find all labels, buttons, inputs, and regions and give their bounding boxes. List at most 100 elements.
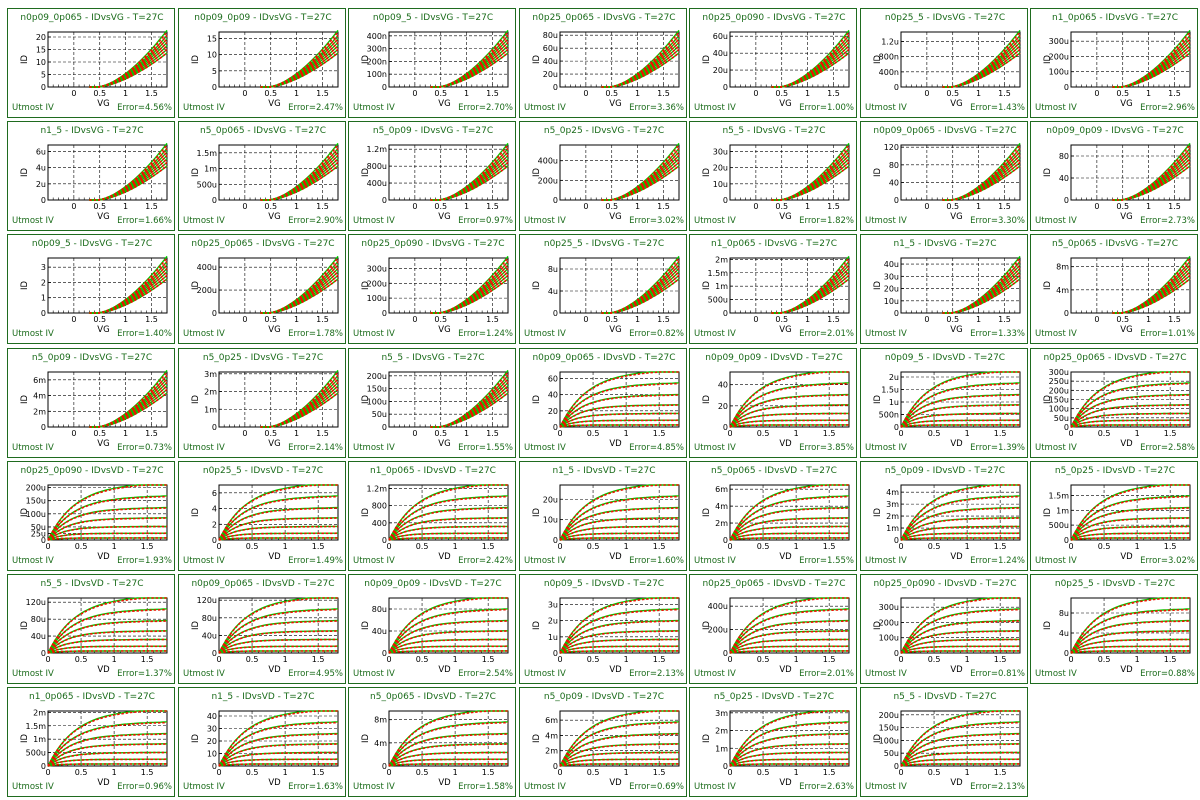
- model-curve: [559, 371, 679, 428]
- x-tick-label: 0: [557, 655, 562, 664]
- x-tick-label: 0.5: [93, 202, 106, 211]
- model-curve: [1070, 484, 1190, 541]
- x-tick-label: 1.5: [486, 315, 499, 324]
- tool-label: Utmost IV: [353, 329, 395, 339]
- y-tick-label: 40: [889, 178, 899, 187]
- y-tick-label: 150u: [879, 724, 899, 733]
- model-curve: [388, 758, 509, 767]
- model-curve: [559, 650, 679, 654]
- y-tick-label: 100u: [1049, 68, 1069, 77]
- chart-panel: n5_0p09 - IDvsVD - T=27C Utmost IV Error=1…: [860, 461, 1028, 571]
- model-curve: [559, 645, 680, 654]
- y-tick-label: 3m: [886, 500, 899, 509]
- model-curve: [900, 412, 1020, 428]
- y-tick-label: 200u: [1049, 386, 1069, 395]
- tool-label: Utmost IV: [353, 782, 395, 792]
- x-tick-label: 0: [386, 655, 391, 664]
- curves: [771, 29, 850, 88]
- y-tick-label: 4m: [545, 731, 558, 740]
- y-tick-label: 0: [212, 83, 217, 92]
- error-label: Error=3.30%: [970, 216, 1025, 226]
- model-curve: [729, 645, 850, 654]
- model-curve: [729, 710, 849, 767]
- chart-svg: n0p25_0p090 - IDvsVG - T=27C Utmost IV Err…: [694, 13, 854, 113]
- x-tick-label: 1.5: [141, 768, 154, 777]
- chart-panel: n0p25_0p090 - IDvsVG - T=27C Utmost IV Err…: [348, 234, 516, 344]
- x-tick-label: 1.5: [994, 542, 1007, 551]
- x-tick-label: 0: [753, 315, 758, 324]
- model-curve: [47, 751, 167, 767]
- y-tick-label: 0: [723, 196, 728, 205]
- x-tick-label: 1: [283, 655, 288, 664]
- curves: [260, 369, 339, 428]
- x-tick-label: 1: [624, 542, 629, 551]
- curves: [89, 369, 168, 428]
- x-tick-label: 1: [1146, 202, 1151, 211]
- y-axis-label: ID: [20, 281, 30, 291]
- y-tick-label: 50u: [31, 523, 46, 532]
- model-curve: [559, 394, 679, 428]
- x-tick-label: 1: [283, 542, 288, 551]
- y-axis-label: ID: [532, 281, 542, 291]
- curves: [89, 255, 168, 314]
- error-label: Error=0.97%: [458, 216, 513, 226]
- x-tick-label: 1: [805, 202, 810, 211]
- y-tick-label: 0: [212, 196, 217, 205]
- chart-svg: n5_5 - IDvsVG - T=27C Utmost IV Error=1.82…: [694, 126, 854, 226]
- x-tick-label: 1.5: [827, 202, 840, 211]
- curves: [1112, 255, 1191, 314]
- chart-panel: n5_0p09 - IDvsVG - T=27C Utmost IV Error=0…: [7, 348, 175, 458]
- chart-title: n0p09_0p09 - IDvsVD - T=27C: [705, 353, 842, 363]
- x-tick-label: 0: [216, 542, 221, 551]
- x-axis-label: VD: [268, 778, 281, 788]
- tool-label: Utmost IV: [694, 669, 736, 679]
- model-curve: [559, 495, 680, 541]
- model-curve: [89, 257, 168, 314]
- y-tick-label: 2m: [715, 255, 728, 264]
- y-tick-label: 0: [212, 762, 217, 771]
- model-curve: [430, 31, 509, 88]
- error-label: Error=0.96%: [117, 782, 172, 792]
- error-label: Error=2.90%: [288, 216, 343, 226]
- x-tick-label: 0.5: [928, 429, 941, 438]
- x-tick-label: 0: [412, 89, 417, 98]
- model-curve: [900, 763, 1020, 767]
- x-axis-label: VD: [609, 439, 622, 449]
- error-label: Error=2.73%: [1140, 216, 1195, 226]
- model-curve: [430, 257, 509, 314]
- y-tick-label: 40: [207, 712, 217, 721]
- y-tick-label: 2m: [33, 407, 46, 416]
- error-label: Error=1.78%: [288, 329, 343, 339]
- y-axis-label: ID: [191, 395, 201, 405]
- y-axis-label: ID: [702, 395, 712, 405]
- x-tick-label: 1.5: [1164, 542, 1177, 551]
- x-tick-label: 0.5: [605, 89, 618, 98]
- x-tick-label: 0.5: [757, 768, 770, 777]
- tool-label: Utmost IV: [183, 216, 225, 226]
- model-curve: [900, 419, 1021, 428]
- model-curve: [218, 638, 338, 654]
- error-label: Error=2.14%: [288, 443, 343, 453]
- y-tick-label: 60u: [543, 44, 558, 53]
- curves: [218, 484, 339, 541]
- chart-panel: n5_5 - IDvsVD - T=27C Utmost IV Error=1.37…: [7, 574, 175, 684]
- chart-svg: n0p25_0p065 - IDvsVG - T=27C Utmost IV Err…: [524, 13, 684, 113]
- model-curve: [388, 710, 508, 767]
- model-curve: [729, 525, 849, 541]
- chart-svg: n5_0p09 - IDvsVD - T=27C Utmost IV Error=0…: [524, 692, 684, 792]
- chart-svg: n5_0p25 - IDvsVG - T=27C Utmost IV Error=3…: [524, 126, 684, 226]
- x-tick-label: 1: [635, 315, 640, 324]
- model-curve: [729, 404, 849, 428]
- error-label: Error=3.36%: [629, 103, 684, 113]
- tool-label: Utmost IV: [524, 329, 566, 339]
- y-tick-label: 2u: [36, 180, 46, 189]
- y-tick-label: 0: [723, 762, 728, 771]
- model-curve: [388, 537, 508, 541]
- chart-svg: n5_0p09 - IDvsVD - T=27C Utmost IV Error=1…: [865, 466, 1025, 566]
- y-tick-label: 20: [36, 33, 46, 42]
- model-curve: [729, 608, 850, 654]
- y-tick-label: 1.2m: [366, 484, 387, 493]
- error-label: Error=0.73%: [117, 443, 172, 453]
- model-curve: [559, 517, 679, 541]
- x-tick-label: 1.5: [653, 542, 666, 551]
